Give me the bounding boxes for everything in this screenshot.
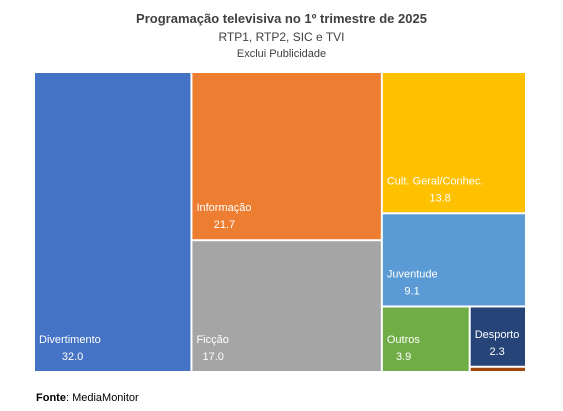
treemap-label: Outros — [387, 334, 421, 346]
treemap-cell: Ficção 17.0 — [192, 241, 381, 371]
source-value: : MediaMonitor — [65, 392, 139, 404]
treemap-rect — [35, 73, 191, 371]
treemap-rect — [470, 307, 525, 366]
treemap-cell: Juventude 9.1 — [382, 214, 525, 306]
treemap-rect — [382, 307, 469, 371]
treemap-cell: Cult. Geral/Conhec. 13.8 — [382, 73, 525, 213]
treemap-cell: Informação 21.7 — [192, 73, 381, 240]
treemap-value: 13.8 — [429, 192, 450, 204]
treemap-value: 21.7 — [214, 219, 235, 231]
source-label: Fonte — [36, 392, 66, 404]
treemap-value: 32.0 — [62, 351, 83, 363]
treemap-label: Informação — [196, 202, 251, 214]
treemap-cell — [470, 367, 525, 371]
chart-titles: Programação televisiva no 1º trimestre d… — [0, 10, 563, 63]
treemap-cell: Outros 3.9 — [382, 307, 469, 371]
chart-title: Programação televisiva no 1º trimestre d… — [136, 11, 427, 26]
treemap-cell: Desporto 2.3 — [470, 307, 525, 366]
treemap-label: Juventude — [387, 268, 438, 280]
treemap-value: 9.1 — [404, 285, 419, 297]
treemap-rect — [382, 73, 525, 213]
source-note: Fonte: MediaMonitor — [36, 392, 139, 404]
chart-note: Exclui Publicidade — [236, 48, 327, 60]
treemap-rect — [192, 73, 381, 240]
treemap-label: Divertimento — [39, 334, 101, 346]
treemap-label: Cult. Geral/Conhec. — [387, 175, 484, 187]
treemap-rect — [192, 241, 381, 371]
treemap-cell: Divertimento 32.0 — [35, 73, 191, 371]
treemap-label: Desporto — [475, 329, 520, 341]
treemap-value: 17.0 — [203, 351, 224, 363]
treemap-rect — [470, 367, 525, 371]
treemap-value: 2.3 — [489, 346, 504, 358]
treemap-label: Ficção — [196, 334, 228, 346]
treemap-rect — [382, 214, 525, 306]
chart-subtitle: RTP1, RTP2, SIC e TVI — [218, 30, 345, 44]
treemap-value: 3.9 — [396, 351, 411, 363]
